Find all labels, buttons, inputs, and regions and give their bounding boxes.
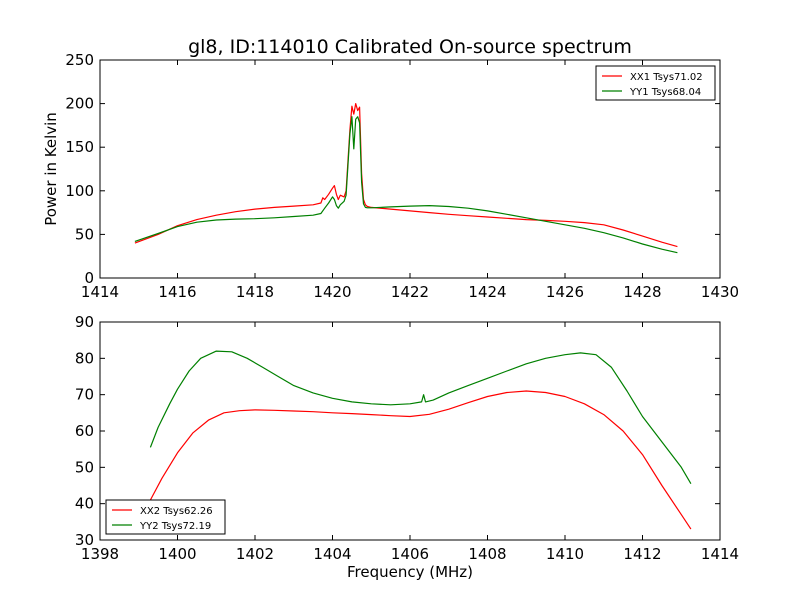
x-tick-label: 1418 bbox=[236, 283, 274, 301]
y-tick-label: 200 bbox=[65, 95, 94, 113]
series-group bbox=[134, 103, 678, 254]
x-tick-label: 1406 bbox=[391, 545, 429, 563]
x-axis-label: Frequency (MHz) bbox=[347, 563, 473, 581]
x-tick-label: 1420 bbox=[313, 283, 351, 301]
y-tick-label: 50 bbox=[75, 225, 94, 243]
y-tick-label: 80 bbox=[75, 349, 94, 367]
legend-box bbox=[595, 65, 716, 101]
x-tick-label: 1428 bbox=[623, 283, 661, 301]
x-tick-label: 1414 bbox=[81, 283, 119, 301]
x-tick-label: 1400 bbox=[158, 545, 196, 563]
series-group bbox=[149, 350, 692, 530]
x-tick-label: 1422 bbox=[391, 283, 429, 301]
y-tick-label: 60 bbox=[75, 422, 94, 440]
x-tick-label: 1426 bbox=[546, 283, 584, 301]
x-tick-label: 1404 bbox=[313, 545, 351, 563]
series-line-yy1 bbox=[134, 116, 678, 254]
series-line-xx1 bbox=[134, 103, 678, 248]
x-tick-label: 1402 bbox=[236, 545, 274, 563]
chart-title: gl8, ID:114010 Calibrated On-source spec… bbox=[188, 36, 632, 58]
series-line-xx2 bbox=[149, 390, 692, 530]
legend-entry: YY1 Tsys68.04 bbox=[629, 87, 701, 98]
y-tick-label: 90 bbox=[75, 313, 94, 331]
legend-box bbox=[105, 499, 226, 535]
legend-entry: XX2 Tsys62.26 bbox=[140, 506, 213, 517]
y-tick-label: 40 bbox=[75, 495, 94, 513]
y-tick-label: 30 bbox=[75, 531, 94, 549]
x-tick-label: 1416 bbox=[158, 283, 196, 301]
y-tick-label: 150 bbox=[65, 138, 94, 156]
x-tick-label: 1430 bbox=[701, 283, 739, 301]
y-tick-label: 250 bbox=[65, 51, 94, 69]
y-tick-label: 100 bbox=[65, 182, 94, 200]
y-axis-label: Power in Kelvin bbox=[42, 112, 60, 226]
legend-entry: XX1 Tsys71.02 bbox=[630, 72, 703, 83]
x-tick-label: 1408 bbox=[468, 545, 506, 563]
x-tick-label: 1410 bbox=[546, 545, 584, 563]
x-tick-label: 1398 bbox=[81, 545, 119, 563]
bottom-spectrum-panel: 1398 1400 1402 1404 1406 1408 1410 1412 1414 30 40… bbox=[75, 313, 739, 581]
legend: XX2 Tsys62.26 YY2 Tsys72.19 bbox=[105, 499, 226, 535]
y-tick-label: 0 bbox=[84, 269, 94, 287]
x-tick-label: 1412 bbox=[623, 545, 661, 563]
x-tick-label: 1424 bbox=[468, 283, 506, 301]
x-tick-label: 1414 bbox=[701, 545, 739, 563]
series-line-yy2 bbox=[149, 350, 692, 485]
legend: XX1 Tsys71.02 YY1 Tsys68.04 bbox=[595, 65, 716, 101]
legend-entry: YY2 Tsys72.19 bbox=[139, 521, 211, 532]
top-spectrum-panel: 1414 1416 1418 1420 1422 1424 1426 1428 1430 0 50 1… bbox=[42, 51, 739, 301]
y-tick-label: 50 bbox=[75, 458, 94, 476]
y-tick-label: 70 bbox=[75, 386, 94, 404]
